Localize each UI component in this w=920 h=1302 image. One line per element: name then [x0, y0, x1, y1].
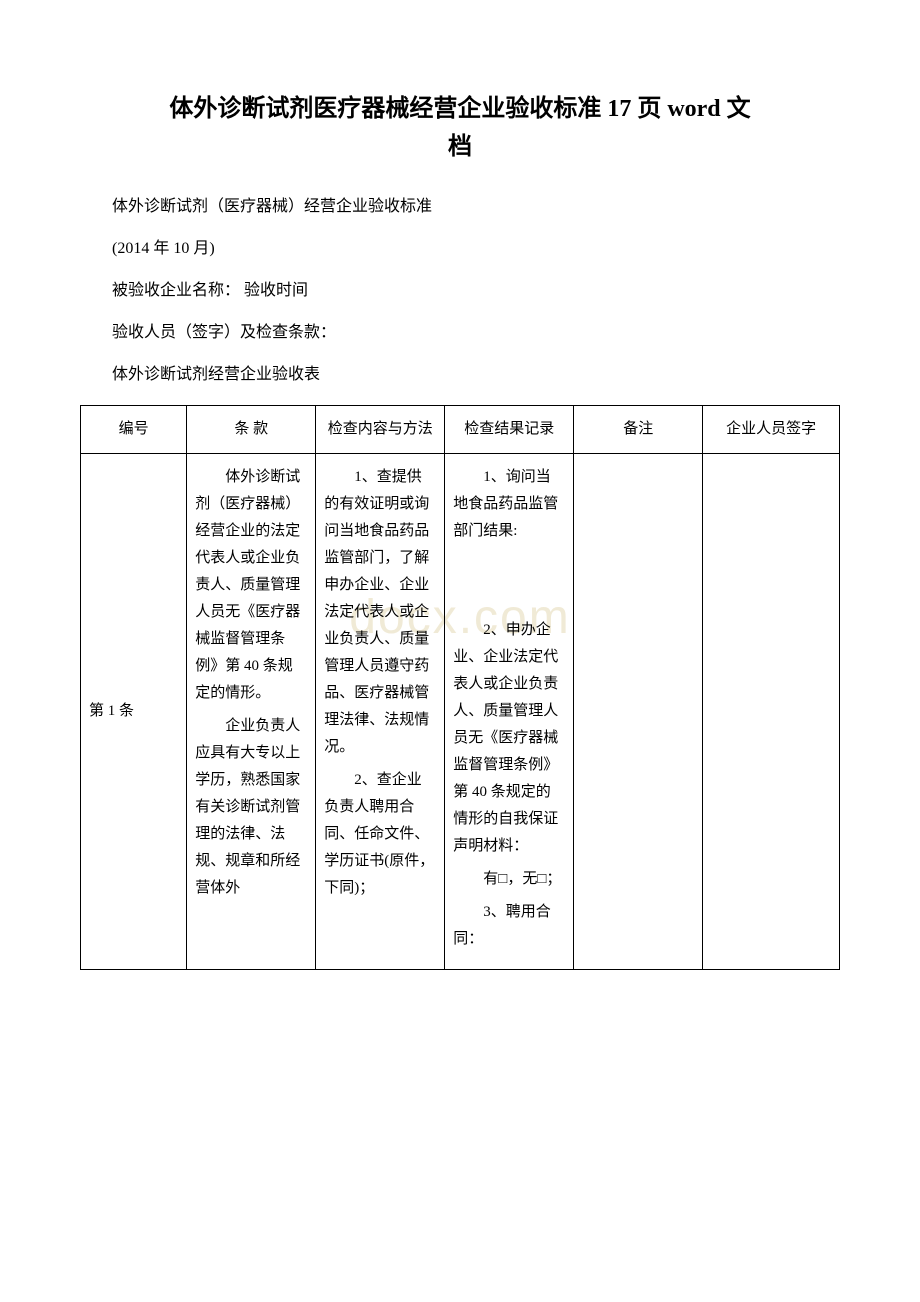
title-line-2: 档 — [448, 134, 472, 160]
title-line-1: 体外诊断试剂医疗器械经营企业验收标准 17 页 word 文 — [169, 96, 750, 122]
table-row: 第 1 条 体外诊断试剂（医疗器械）经营企业的法定代表人或企业负责人、质量管理人… — [81, 453, 840, 969]
cell-number: 第 1 条 — [81, 453, 187, 969]
cell-result: 1、询问当地食品药品监管部门结果: 2、申办企业、企业法定代表人或企业负责人、质… — [445, 453, 574, 969]
cell-terms: 体外诊断试剂（医疗器械）经营企业的法定代表人或企业负责人、质量管理人员无《医疗器… — [187, 453, 316, 969]
paragraph-inspector: 验收人员（签字）及检查条款： — [80, 321, 840, 345]
document-content: 体外诊断试剂医疗器械经营企业验收标准 17 页 word 文 档 体外诊断试剂（… — [80, 90, 840, 970]
document-title: 体外诊断试剂医疗器械经营企业验收标准 17 页 word 文 档 — [80, 90, 840, 167]
header-result: 检查结果记录 — [445, 405, 574, 453]
header-note: 备注 — [574, 405, 703, 453]
paragraph-company-name: 被验收企业名称： 验收时间 — [80, 279, 840, 303]
paragraph-subtitle: 体外诊断试剂（医疗器械）经营企业验收标准 — [80, 195, 840, 219]
paragraph-table-title: 体外诊断试剂经营企业验收表 — [80, 363, 840, 387]
table-header-row: 编号 条 款 检查内容与方法 检查结果记录 备注 企业人员签字 — [81, 405, 840, 453]
header-terms: 条 款 — [187, 405, 316, 453]
cell-method: 1、查提供的有效证明或询问当地食品药品监管部门，了解申办企业、企业法定代表人或企… — [316, 453, 445, 969]
header-method: 检查内容与方法 — [316, 405, 445, 453]
header-sign: 企业人员签字 — [703, 405, 840, 453]
acceptance-table: 编号 条 款 检查内容与方法 检查结果记录 备注 企业人员签字 第 1 条 体外… — [80, 405, 840, 970]
header-number: 编号 — [81, 405, 187, 453]
cell-sign — [703, 453, 840, 969]
cell-note — [574, 453, 703, 969]
paragraph-date: (2014 年 10 月) — [80, 237, 840, 261]
